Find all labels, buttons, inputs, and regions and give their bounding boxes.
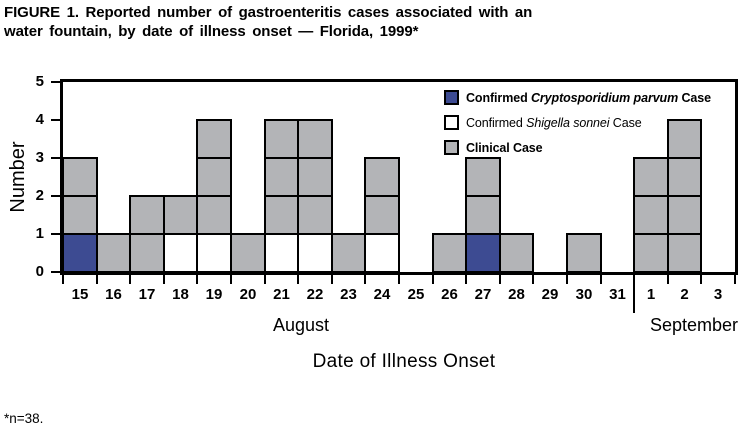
figure-title-line2: water fountain, by date of illness onset… <box>4 23 419 40</box>
legend-label-segment: Cryptosporidium parvum <box>530 90 679 105</box>
x-axis-tick <box>196 275 198 284</box>
x-axis-tick <box>62 275 64 284</box>
case-box-clinical-case <box>364 157 400 197</box>
case-box-clinical-case <box>465 195 501 235</box>
x-axis-tick-label: 18 <box>172 286 189 303</box>
legend-label-segment: Clinical Case <box>466 140 543 155</box>
legend-swatch-confirmed-cryptosporidium-parvum-case <box>444 90 459 105</box>
y-axis-tick-label: 2 <box>35 187 44 204</box>
case-box-clinical-case <box>196 119 232 159</box>
y-axis-tick <box>51 195 60 197</box>
x-axis-tick-label: 16 <box>105 286 122 303</box>
x-axis-tick-label: 19 <box>205 286 223 303</box>
x-axis-tick-label: 2 <box>680 286 689 303</box>
legend-label-segment: Confirmed <box>466 90 531 105</box>
legend-row: Clinical Case <box>444 135 711 160</box>
x-axis-tick-label: 30 <box>575 286 593 303</box>
y-axis-tick-label: 3 <box>35 149 44 166</box>
case-box-clinical-case <box>297 119 333 159</box>
x-axis-tick <box>230 275 232 284</box>
legend-swatch-confirmed-shigella-sonnei-case <box>444 115 459 130</box>
legend-swatch-clinical-case <box>444 140 459 155</box>
footnote: *n=38. <box>4 411 44 426</box>
x-axis-tick <box>96 275 98 284</box>
case-box-clinical-case <box>264 119 299 159</box>
legend-label: Clinical Case <box>466 141 543 155</box>
figure-title-line1: FIGURE 1. Reported number of gastroenter… <box>4 4 533 21</box>
x-axis-tick <box>398 275 400 284</box>
case-box-clinical-case <box>465 157 501 197</box>
x-axis-tick <box>364 275 366 284</box>
y-axis-tick-label: 0 <box>35 263 44 280</box>
x-axis-tick <box>667 275 669 284</box>
x-axis-tick-label: 22 <box>306 286 324 303</box>
x-axis-tick <box>129 275 131 284</box>
y-axis-tick-label: 5 <box>35 73 44 90</box>
x-axis-tick <box>600 275 602 284</box>
x-axis-tick-label: 20 <box>239 286 257 303</box>
case-box-clinical-case <box>297 157 333 197</box>
x-axis-tick-label: 24 <box>373 286 391 303</box>
x-axis-tick <box>465 275 467 284</box>
case-box-clinical-case <box>163 195 198 235</box>
case-box-clinical-case <box>667 157 702 197</box>
x-axis-tick <box>566 275 568 284</box>
figure-title: FIGURE 1. Reported number of gastroenter… <box>4 3 704 41</box>
x-axis-tick <box>432 275 434 284</box>
x-axis-tick <box>297 275 299 284</box>
y-axis-tick <box>51 271 60 273</box>
x-axis-tick <box>499 275 501 284</box>
x-axis-tick <box>331 275 333 284</box>
x-axis-tick <box>700 275 702 284</box>
x-axis-tick-label: 25 <box>407 286 425 303</box>
x-axis-tick-label: 31 <box>609 286 626 303</box>
y-axis-tick <box>51 157 60 159</box>
x-axis-tick-label: 26 <box>441 286 458 303</box>
x-axis-tick <box>163 275 165 284</box>
x-axis-title: Date of Illness Onset <box>312 351 496 372</box>
legend-label: Confirmed Cryptosporidium parvum Case <box>466 91 711 105</box>
x-axis-tick-label: 29 <box>541 286 559 303</box>
case-box-clinical-case <box>667 119 702 159</box>
x-axis-tick-label: 21 <box>273 286 290 303</box>
plot-frame <box>60 79 738 275</box>
legend-row: Confirmed Cryptosporidium parvum Case <box>444 85 711 110</box>
x-axis-tick-label: 17 <box>138 286 156 303</box>
x-axis-tick-label: 27 <box>474 286 492 303</box>
case-box-clinical-case <box>196 157 232 197</box>
legend-label-segment: Shigella sonnei <box>526 115 610 130</box>
y-axis-tick <box>51 81 60 83</box>
case-box-clinical-case <box>667 195 702 235</box>
y-axis-tick <box>51 119 60 121</box>
legend-label-segment: Confirmed <box>466 115 527 130</box>
case-box-clinical-case <box>62 157 98 197</box>
legend-label: Confirmed Shigella sonnei Case <box>466 116 642 130</box>
legend-label-segment: Case <box>678 90 711 105</box>
legend-label-segment: Case <box>609 115 642 130</box>
month-label-august: August <box>272 315 330 335</box>
x-axis-tick <box>264 275 266 284</box>
x-axis-tick-label: 23 <box>340 286 357 303</box>
august-september-divider <box>633 272 635 313</box>
x-axis-tick <box>532 275 534 284</box>
case-box-clinical-case <box>633 157 669 197</box>
month-label-september: September <box>649 315 739 335</box>
x-axis-tick-label: 1 <box>646 286 656 303</box>
x-axis-tick-label: 3 <box>713 286 723 303</box>
y-axis-tick <box>51 233 60 235</box>
x-axis-tick-label: 28 <box>508 286 525 303</box>
y-axis-tick-label: 4 <box>35 111 44 128</box>
legend-row: Confirmed Shigella sonnei Case <box>444 110 711 135</box>
case-box-clinical-case <box>62 195 98 235</box>
x-axis-tick <box>734 275 736 284</box>
y-axis-tick-label: 1 <box>35 225 44 242</box>
x-axis-tick-label: 15 <box>71 286 89 303</box>
legend: Confirmed Cryptosporidium parvum Case Con… <box>444 85 711 160</box>
